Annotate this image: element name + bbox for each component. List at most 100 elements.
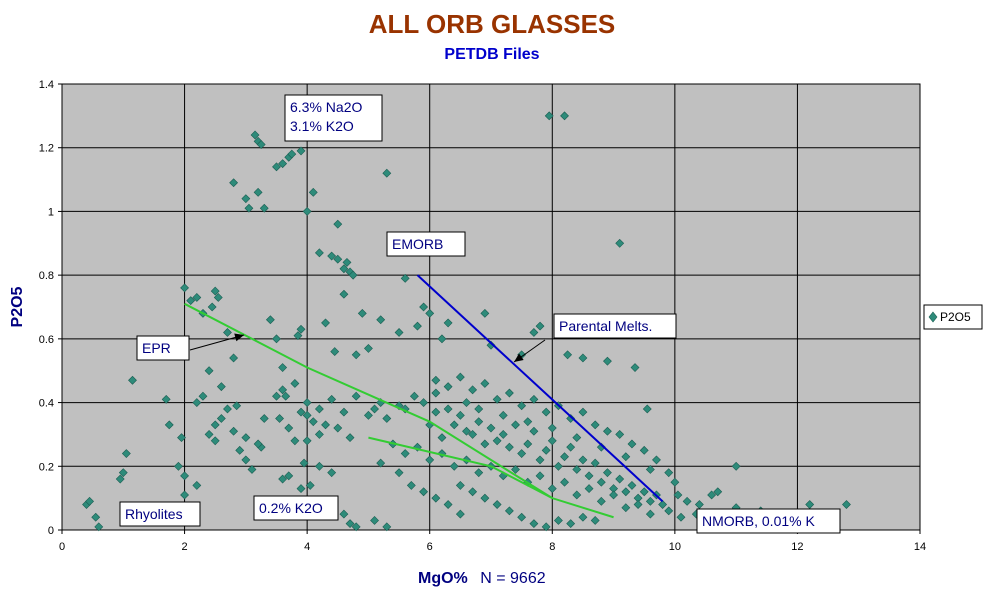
data-point	[241, 194, 251, 204]
data-point	[339, 509, 349, 519]
data-point	[250, 130, 260, 140]
plot-area	[61, 83, 921, 531]
data-point	[382, 168, 392, 178]
data-point	[244, 203, 254, 213]
data-point	[627, 480, 637, 490]
x-tick-label: 6	[427, 541, 433, 553]
data-point	[302, 398, 312, 407]
annotation-text: 3.1% K2O	[290, 118, 354, 134]
data-point	[207, 302, 217, 312]
data-point	[504, 442, 514, 452]
data-point	[223, 404, 232, 414]
data-point	[253, 439, 263, 449]
data-point	[676, 512, 686, 522]
data-point	[314, 461, 324, 471]
data-point	[235, 445, 245, 455]
data-point	[486, 340, 496, 350]
data-point	[290, 436, 300, 446]
y-tick-label: 0.8	[39, 270, 54, 282]
data-point	[590, 516, 600, 525]
data-point	[299, 458, 309, 468]
data-point	[517, 449, 527, 458]
data-point	[121, 449, 131, 458]
data-point	[682, 496, 692, 506]
data-point	[553, 461, 563, 471]
data-point	[504, 506, 514, 516]
data-point	[400, 273, 410, 283]
data-point	[345, 519, 355, 529]
data-point	[287, 149, 297, 159]
trend-line	[184, 302, 614, 519]
data-point	[652, 455, 661, 465]
data-point	[731, 461, 741, 471]
data-point	[265, 315, 275, 325]
x-tick-label: 2	[182, 541, 188, 553]
data-point	[351, 522, 361, 532]
data-point	[425, 308, 435, 318]
data-point	[468, 487, 478, 497]
data-point	[278, 159, 288, 169]
chart-title: ALL ORB GLASSES	[369, 9, 616, 39]
x-axis-ticks: 0 2 4 6 8 10 12 14	[59, 530, 926, 553]
data-point	[541, 445, 551, 455]
data-point	[321, 318, 330, 328]
data-point	[382, 414, 392, 423]
data-point	[229, 353, 239, 363]
data-point	[364, 410, 373, 420]
data-point	[327, 251, 337, 261]
data-point	[370, 516, 379, 525]
x-axis-label: MgO%	[418, 570, 468, 587]
trend-lines	[184, 274, 664, 519]
annotation-arrows	[189, 333, 546, 363]
data-point	[529, 426, 539, 436]
data-point	[621, 487, 631, 497]
data-point	[275, 414, 284, 423]
annotation-box	[696, 508, 841, 534]
data-point	[443, 382, 453, 392]
data-point	[370, 404, 379, 414]
data-point	[128, 375, 137, 385]
data-point	[535, 321, 545, 331]
data-point	[664, 468, 674, 478]
data-point	[670, 477, 680, 487]
data-point	[186, 296, 196, 306]
annotation-text: EPR	[142, 340, 171, 356]
arrow-line	[189, 334, 245, 351]
data-point	[480, 493, 490, 503]
data-point	[529, 519, 539, 529]
data-point	[615, 474, 625, 484]
data-point	[596, 496, 606, 506]
data-point	[333, 254, 343, 264]
y-tick-label: 0	[48, 525, 54, 537]
data-point	[541, 522, 551, 532]
data-point	[253, 187, 263, 197]
trend-line	[416, 274, 664, 503]
data-point	[468, 430, 478, 439]
data-point	[345, 433, 355, 443]
data-point	[615, 430, 625, 439]
data-point	[535, 455, 545, 465]
annotation-box	[386, 231, 466, 257]
data-point	[118, 468, 128, 478]
data-point	[351, 391, 361, 401]
data-point	[339, 264, 349, 274]
data-point	[400, 449, 410, 458]
data-point	[394, 468, 404, 478]
data-point	[192, 398, 202, 407]
data-point	[563, 350, 573, 360]
data-point	[321, 420, 330, 430]
data-point	[713, 487, 723, 497]
y-tick-label: 1.4	[39, 79, 54, 91]
data-point	[443, 318, 453, 328]
data-point	[492, 500, 502, 509]
data-point	[443, 404, 453, 414]
data-point	[192, 293, 202, 302]
gridlines	[62, 84, 920, 530]
data-point	[474, 468, 484, 478]
data-point	[449, 461, 459, 471]
data-point	[842, 500, 851, 509]
data-point	[609, 490, 618, 500]
data-point	[504, 388, 514, 398]
data-point	[333, 219, 343, 229]
annotation-box	[284, 94, 383, 142]
